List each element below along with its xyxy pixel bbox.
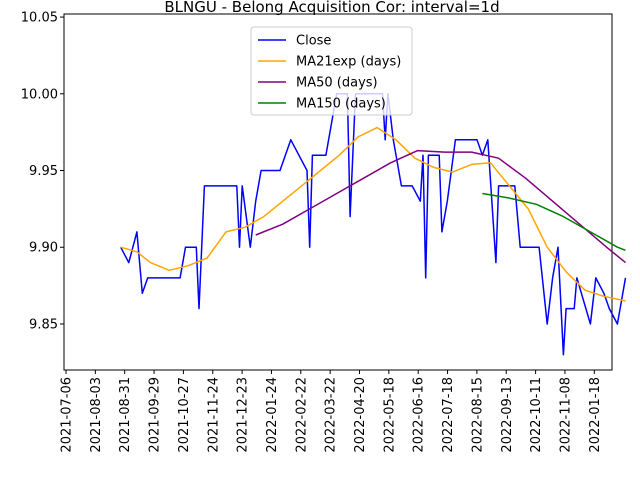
x-axis: 2021-07-06 2021-08-03 2021-08-31 2021-09-29…	[60, 370, 603, 453]
y-tick-label: 9.90	[29, 241, 58, 256]
x-tick-label: 2022-05-18	[382, 377, 397, 453]
series-line-1	[121, 128, 626, 301]
legend-label: MA150 (days)	[296, 97, 386, 112]
y-tick-label: 10.05	[21, 11, 58, 26]
x-tick-label: 2022-02-22	[294, 377, 309, 453]
legend-label: Close	[296, 34, 331, 49]
series-layer	[121, 94, 626, 355]
x-tick-label: 2022-01-18	[588, 377, 603, 453]
x-tick-label: 2021-12-23	[236, 377, 251, 453]
series-line-0	[121, 94, 626, 355]
y-tick-label: 9.85	[29, 317, 58, 332]
legend-label: MA21exp (days)	[296, 55, 401, 70]
x-tick-label: 2021-08-31	[118, 377, 133, 453]
x-tick-label: 2021-08-03	[89, 377, 104, 453]
x-tick-label: 2022-03-22	[324, 377, 339, 453]
x-tick-label: 2022-08-15	[470, 377, 485, 453]
x-tick-label: 2021-07-06	[60, 377, 75, 453]
x-tick-label: 2021-10-27	[177, 377, 192, 453]
x-tick-label: 2022-07-18	[441, 377, 456, 453]
x-tick-label: 2022-09-13	[500, 377, 515, 453]
y-tick-label: 10.00	[21, 87, 58, 102]
x-tick-label: 2022-01-24	[265, 377, 280, 453]
x-tick-label: 2022-10-11	[529, 377, 544, 453]
legend: Close MA21exp (days) MA50 (days) MA150 (day…	[251, 27, 412, 115]
y-axis: 9.85 9.90 9.95 10.00 10.05	[21, 11, 64, 333]
x-tick-label: 2021-11-24	[206, 377, 221, 453]
x-tick-label: 2022-11-08	[558, 377, 573, 453]
x-tick-label: 2022-06-16	[412, 377, 427, 453]
y-tick-label: 9.95	[29, 164, 58, 179]
x-tick-label: 2022-04-20	[353, 377, 368, 453]
legend-label: MA50 (days)	[296, 76, 378, 91]
x-tick-label: 2021-09-29	[148, 377, 163, 453]
